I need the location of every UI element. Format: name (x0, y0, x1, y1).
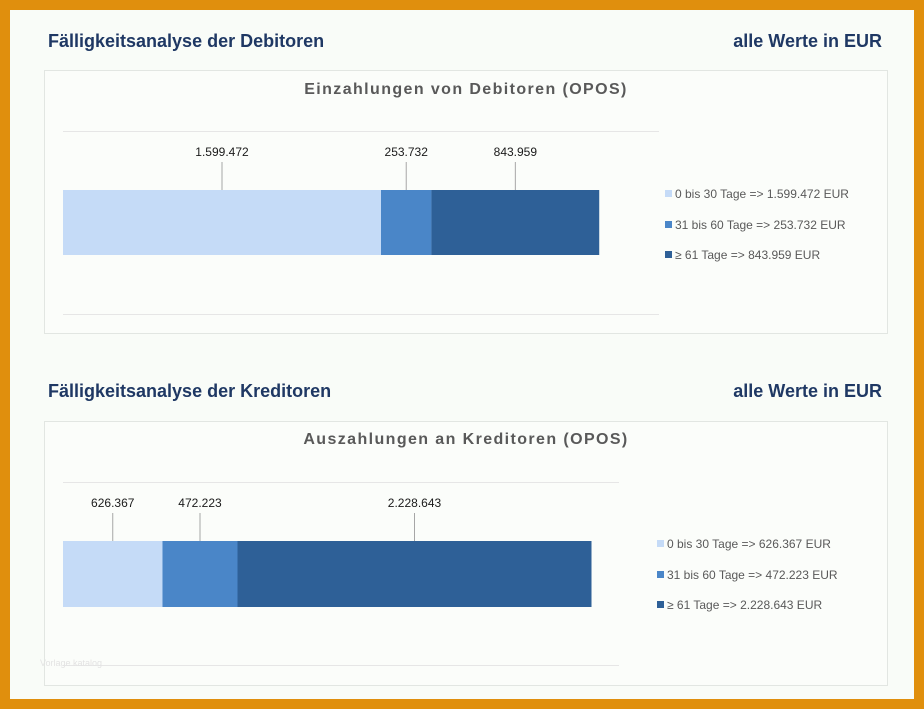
section-heading-debitoren: Fälligkeitsanalyse der Debitoren (48, 31, 325, 51)
legend-item-31-60: 31 bis 60 Tage => 472.223 EUR (657, 568, 838, 582)
legend-swatch-61-plus (657, 601, 664, 608)
bar-segment-1 (162, 541, 238, 607)
legend-item-61-plus: ≥ 61 Tage => 843.959 EUR (665, 248, 849, 262)
data-label-1: 253.732 (385, 145, 429, 159)
legend-item-0-30: 0 bis 30 Tage => 626.367 EUR (657, 537, 838, 551)
data-label-1: 472.223 (178, 496, 222, 510)
section-heading-kreditoren: Fälligkeitsanalyse der Kreditoren (48, 381, 332, 401)
chart-legend: 0 bis 30 Tage => 626.367 EUR 31 bis 60 T… (657, 537, 838, 629)
bar-segment-2 (431, 190, 600, 255)
bar-segment-1 (381, 190, 432, 255)
chart-kreditoren: Auszahlungen an Kreditoren (OPOS) 626.36… (44, 421, 888, 686)
legend-swatch-31-60 (665, 220, 672, 228)
chart-plot-area: 626.367 472.223 2.228.643 (63, 496, 592, 607)
watermark-text: Vorlage katalog (40, 658, 103, 668)
legend-label: 0 bis 30 Tage => 626.367 EUR (667, 537, 831, 551)
legend-label: 31 bis 60 Tage => 472.223 EUR (667, 567, 838, 582)
legend-item-61-plus: ≥ 61 Tage => 2.228.643 EUR (657, 598, 838, 612)
legend-label: 31 bis 60 Tage => 253.732 EUR (675, 217, 846, 232)
report-page: Fälligkeitsanalyse der Debitoren alle We… (10, 10, 914, 699)
legend-swatch-61-plus (665, 251, 672, 258)
legend-label: ≥ 61 Tage => 843.959 EUR (675, 248, 821, 262)
chart-title: Auszahlungen an Kreditoren (OPOS) (303, 431, 629, 448)
data-label-2: 2.228.643 (388, 496, 442, 510)
legend-item-31-60: 31 bis 60 Tage => 253.732 EUR (665, 218, 849, 232)
legend-label: ≥ 61 Tage => 2.228.643 EUR (667, 598, 823, 612)
chart-debitoren: Einzahlungen von Debitoren (OPOS) 1.599.… (44, 70, 888, 334)
gridline-top (63, 482, 619, 483)
chart-legend: 0 bis 30 Tage => 1.599.472 EUR 31 bis 60… (665, 187, 849, 279)
section-unit-debitoren: alle Werte in EUR (733, 31, 882, 51)
data-label-0: 626.367 (91, 496, 135, 510)
bar-segment-0 (63, 541, 163, 607)
chart-title: Einzahlungen von Debitoren (OPOS) (304, 81, 628, 98)
gridline-top (63, 131, 659, 132)
data-label-2: 843.959 (494, 145, 538, 159)
data-label-0: 1.599.472 (195, 145, 249, 159)
legend-swatch-0-30 (657, 540, 664, 547)
gridline-bottom (63, 665, 619, 666)
legend-item-0-30: 0 bis 30 Tage => 1.599.472 EUR (665, 187, 849, 201)
legend-swatch-31-60 (657, 570, 664, 578)
bar-segment-0 (63, 190, 381, 255)
legend-label: 0 bis 30 Tage => 1.599.472 EUR (675, 187, 849, 201)
legend-swatch-0-30 (665, 190, 672, 197)
bar-segment-2 (237, 541, 592, 607)
gridline-bottom (63, 314, 659, 315)
chart-plot-area: 1.599.472 253.732 843.959 (63, 145, 600, 255)
section-unit-kreditoren: alle Werte in EUR (733, 381, 882, 401)
